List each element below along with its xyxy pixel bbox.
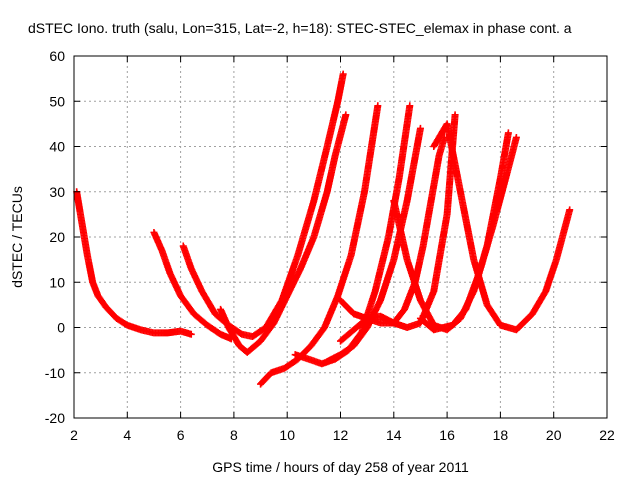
x-tick-label: 12 [333,427,349,443]
series-arc7 [323,124,424,365]
x-axis-label: GPS time / hours of day 258 of year 2011 [212,459,469,475]
data-series [73,70,574,388]
y-tick-label: 30 [49,184,65,200]
x-tick-label: 18 [493,427,509,443]
x-tick-label: 10 [279,427,295,443]
data-point [187,330,195,338]
data-point [342,111,350,119]
y-tick-label: -10 [45,365,65,381]
series-arc11 [430,120,574,334]
y-tick-label: -20 [45,410,65,426]
axis-ticks: 2 4 6 8 10 12 14 16 18 20 22 -20 -10 0 10 20 30 40 50 60 [45,48,615,443]
data-point [566,206,574,214]
x-tick-label: 2 [70,427,78,443]
data-point [339,70,347,78]
y-tick-label: 40 [49,139,65,155]
x-tick-label: 4 [123,427,131,443]
y-tick-label: 50 [49,93,65,109]
y-tick-label: 0 [57,320,65,336]
x-tick-label: 8 [230,427,238,443]
chart-title: dSTEC Iono. truth (salu, Lon=315, Lat=-2… [28,20,572,36]
x-tick-label: 22 [599,427,615,443]
y-tick-label: 20 [49,229,65,245]
data-point [504,129,512,137]
y-tick-label: 60 [49,48,65,64]
x-tick-label: 16 [439,427,455,443]
data-point [406,102,414,110]
data-point [512,133,520,141]
data-point [451,111,459,119]
series-arc4 [217,111,350,356]
data-point [374,102,382,110]
data-point [416,124,424,132]
y-axis-label: dSTEC / TECUs [9,186,25,288]
series-arc1 [73,188,195,338]
series-arc12 [416,133,520,334]
x-tick-label: 20 [546,427,562,443]
series-arc5 [257,102,382,388]
x-tick-label: 6 [177,427,185,443]
series-arc2 [150,228,235,343]
x-tick-label: 14 [386,427,402,443]
y-tick-label: 10 [49,274,65,290]
